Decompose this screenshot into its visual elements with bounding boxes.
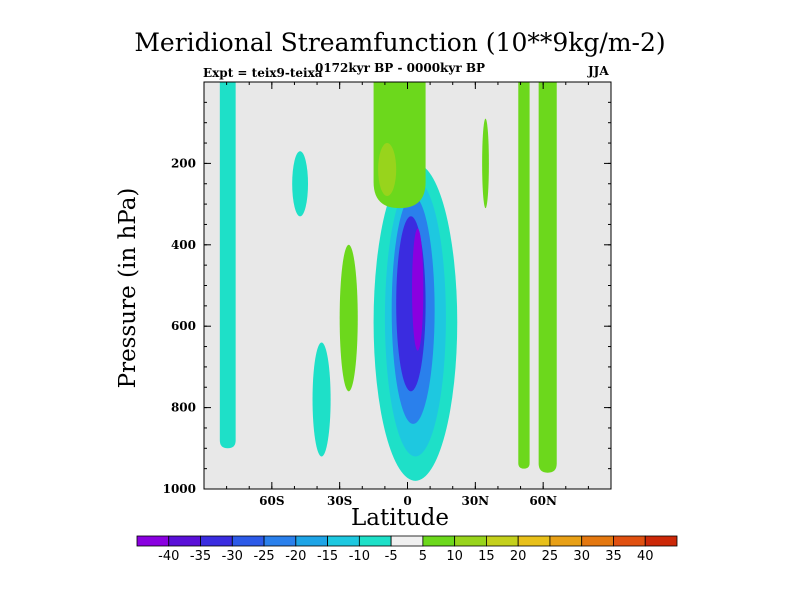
colorbar-label: 40 bbox=[637, 549, 654, 564]
colorbar-swatch bbox=[644, 535, 678, 547]
colorbar-label: -15 bbox=[317, 549, 338, 564]
experiment-label: Expt = teix9-teixa bbox=[203, 66, 323, 80]
y-tick-label: 800 bbox=[171, 401, 196, 415]
colorbar-swatch bbox=[263, 535, 297, 547]
colorbar-label: 5 bbox=[419, 549, 427, 564]
contour-region bbox=[219, 82, 236, 449]
colorbar-label: 20 bbox=[510, 549, 527, 564]
colorbar-swatch bbox=[200, 535, 233, 547]
colorbar-label: 30 bbox=[573, 549, 590, 564]
colorbar-label: -10 bbox=[349, 549, 370, 564]
colorbar-label: 25 bbox=[542, 549, 559, 564]
season-label: JJA bbox=[588, 64, 609, 78]
contour-region bbox=[312, 342, 331, 457]
y-tick-label: 200 bbox=[171, 156, 196, 170]
colorbar-swatch bbox=[454, 535, 487, 547]
colorbar-label: -40 bbox=[158, 549, 179, 564]
x-tick-label: 60N bbox=[529, 494, 557, 508]
x-tick-label: 30S bbox=[327, 494, 352, 508]
colorbar-label: 35 bbox=[605, 549, 622, 564]
colorbar-swatch bbox=[327, 535, 360, 547]
contour-region bbox=[339, 244, 358, 392]
contour-region bbox=[292, 151, 309, 217]
contour-region bbox=[378, 143, 397, 196]
colorbar-label: -35 bbox=[190, 549, 211, 564]
y-tick-label: 1000 bbox=[163, 482, 196, 496]
y-axis-label: Pressure (in hPa) bbox=[115, 187, 141, 389]
colorbar-swatch bbox=[581, 535, 614, 547]
colorbar-label: -30 bbox=[222, 549, 243, 564]
x-tick-label: 30N bbox=[461, 494, 489, 508]
contour-region bbox=[518, 82, 530, 469]
colorbar-label: -5 bbox=[385, 549, 398, 564]
y-tick-label: 600 bbox=[171, 319, 196, 333]
colorbar-swatch bbox=[517, 535, 551, 547]
contour-region bbox=[482, 118, 489, 209]
colorbar-swatch bbox=[168, 535, 201, 547]
colorbar-label: -25 bbox=[253, 549, 274, 564]
colorbar-swatch bbox=[358, 535, 392, 547]
colorbar-swatch bbox=[613, 535, 646, 547]
colorbar-swatch bbox=[231, 535, 265, 547]
x-tick-label: 60S bbox=[259, 494, 284, 508]
colorbar-swatch bbox=[422, 535, 456, 547]
x-tick-label: 0 bbox=[403, 494, 411, 508]
chart-subtitle: 0172kyr BP - 0000kyr BP bbox=[314, 61, 486, 75]
colorbar-swatch bbox=[136, 535, 170, 547]
colorbar-label: 15 bbox=[478, 549, 495, 564]
chart-title: Meridional Streamfunction (10**9kg/m-2) bbox=[134, 28, 666, 57]
colorbar-swatch bbox=[295, 535, 328, 547]
contour-region bbox=[538, 82, 557, 473]
colorbar-swatch bbox=[486, 535, 519, 547]
colorbar-swatch bbox=[390, 535, 424, 547]
contour-region bbox=[412, 228, 424, 351]
x-axis-label: Latitude bbox=[351, 505, 449, 531]
colorbar-swatch bbox=[549, 535, 583, 547]
colorbar-label: 10 bbox=[446, 549, 463, 564]
y-tick-label: 400 bbox=[171, 238, 196, 252]
colorbar-label: -20 bbox=[285, 549, 306, 564]
